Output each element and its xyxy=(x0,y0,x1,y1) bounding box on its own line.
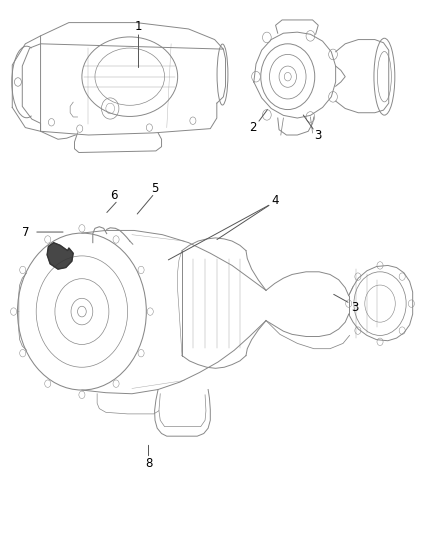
Circle shape xyxy=(20,350,26,357)
Circle shape xyxy=(11,308,17,316)
Circle shape xyxy=(147,308,153,316)
Circle shape xyxy=(377,338,383,345)
Circle shape xyxy=(399,327,405,334)
Circle shape xyxy=(306,30,315,41)
Circle shape xyxy=(399,273,405,280)
Circle shape xyxy=(138,350,144,357)
Circle shape xyxy=(262,110,271,120)
Circle shape xyxy=(190,117,196,124)
Text: 6: 6 xyxy=(110,189,117,203)
Polygon shape xyxy=(47,243,73,269)
Text: 2: 2 xyxy=(249,121,257,134)
Text: 8: 8 xyxy=(145,457,152,470)
Circle shape xyxy=(45,380,51,387)
Circle shape xyxy=(346,300,352,308)
Text: 3: 3 xyxy=(351,301,358,314)
Text: 7: 7 xyxy=(21,225,29,239)
Circle shape xyxy=(45,236,51,243)
Circle shape xyxy=(113,236,119,243)
Circle shape xyxy=(328,92,337,102)
Circle shape xyxy=(79,224,85,232)
Circle shape xyxy=(138,266,144,273)
Circle shape xyxy=(355,273,361,280)
Circle shape xyxy=(77,125,83,132)
Text: 3: 3 xyxy=(314,128,322,141)
Text: 1: 1 xyxy=(135,20,142,34)
Circle shape xyxy=(262,32,271,43)
Circle shape xyxy=(146,124,152,131)
Circle shape xyxy=(355,327,361,334)
Circle shape xyxy=(377,262,383,269)
Text: 5: 5 xyxy=(151,182,158,195)
Text: 4: 4 xyxy=(271,193,279,207)
Circle shape xyxy=(306,112,315,122)
Circle shape xyxy=(113,380,119,387)
Circle shape xyxy=(79,391,85,399)
Circle shape xyxy=(328,49,337,60)
Circle shape xyxy=(48,118,54,126)
Circle shape xyxy=(252,71,260,82)
Circle shape xyxy=(408,300,414,308)
Circle shape xyxy=(20,266,26,273)
